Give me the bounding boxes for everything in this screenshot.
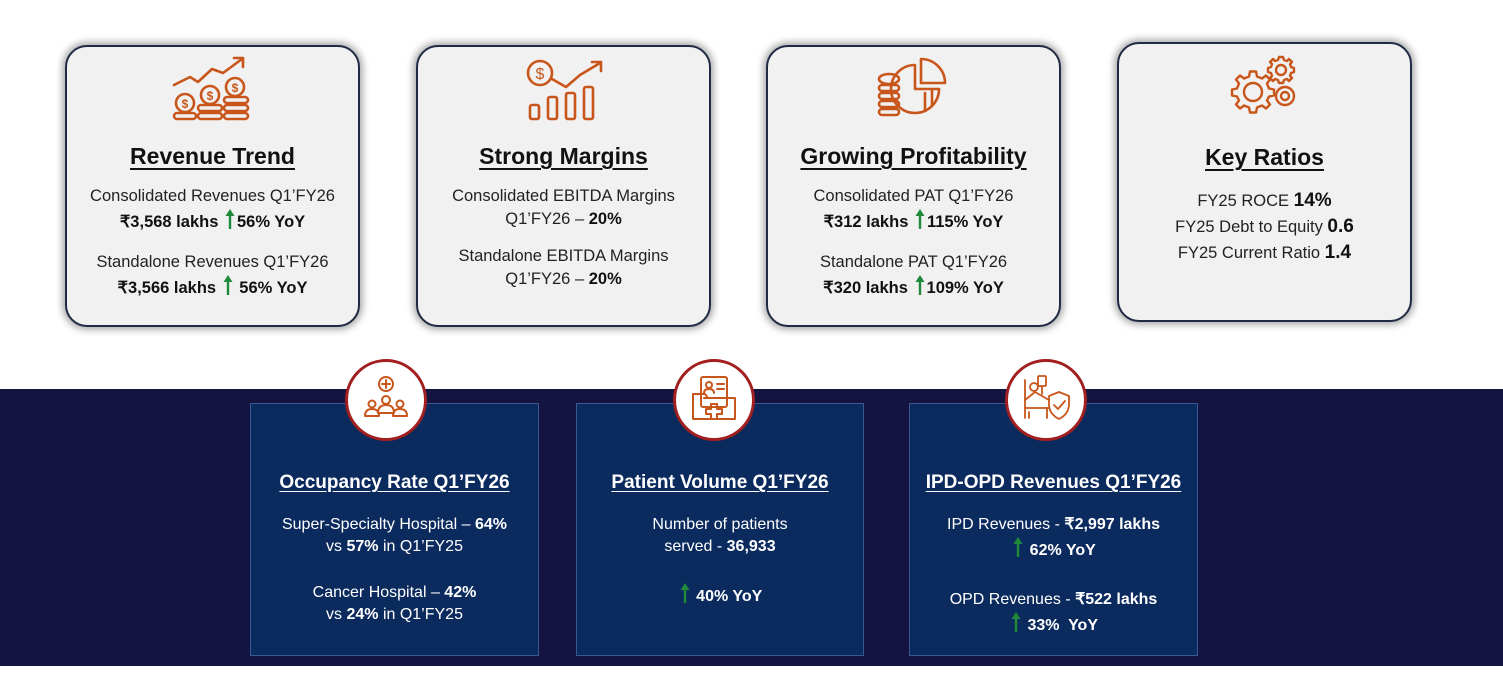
revenue-trend-card: $ $ $ Revenue Trend Consolidated Revenue… [65, 45, 360, 327]
panel-title: Occupancy Rate Q1’FY26 [279, 472, 510, 493]
ipd-opd-revenues-panel: IPD-OPD Revenues Q1’FY26 IPD Revenues - … [909, 403, 1198, 656]
key-ratios-card: Key Ratios FY25 ROCE 14% FY25 Debt to Eq… [1117, 42, 1412, 322]
comparison-suffix: in Q1’FY25 [382, 606, 463, 623]
metric-label: IPD Revenues - [947, 516, 1060, 533]
up-arrow-icon [1013, 536, 1023, 565]
hospital-bed-shield-icon [1019, 374, 1073, 427]
up-arrow-icon [915, 208, 925, 237]
card-title: Growing Profitability [800, 143, 1027, 169]
svg-text:$: $ [181, 97, 188, 111]
card-title: Key Ratios [1205, 144, 1324, 170]
metric-period: Q1’FY26 – [505, 270, 585, 288]
metric-label: OPD Revenues - [949, 591, 1071, 608]
svg-text:$: $ [535, 66, 544, 83]
ratio-value: 0.6 [1327, 216, 1354, 237]
revenue-growth-coins-icon: $ $ $ [168, 55, 258, 130]
metric-period: Q1’FY26 – [505, 210, 585, 228]
bottom-strip [0, 666, 1503, 687]
metric-change: 62% YoY [1029, 542, 1096, 559]
patient-record-icon-badge [673, 359, 755, 441]
occupancy-rate-panel: Occupancy Rate Q1’FY26 Super-Specialty H… [250, 403, 539, 656]
hospital-bed-icon-badge [1005, 359, 1087, 441]
medical-team-icon [362, 375, 410, 426]
metric-change: 109% YoY [926, 279, 1004, 297]
metric-label: Cancer Hospital – [312, 584, 440, 601]
metric-value: ₹3,568 lakhs [119, 213, 219, 231]
dollar-bar-chart-icon: $ [516, 55, 612, 130]
metric-label: Standalone Revenues Q1’FY26 [96, 253, 329, 271]
ratio-value: 1.4 [1324, 242, 1352, 263]
metric-change: 56% YoY [236, 213, 306, 231]
metric-label: Standalone EBITDA Margins [458, 247, 669, 265]
metric-value: ₹320 lakhs [823, 279, 908, 297]
up-arrow-icon [225, 208, 235, 237]
growing-profitability-card: Growing Profitability Consolidated PAT Q… [766, 45, 1061, 327]
metric-label: Consolidated EBITDA Margins [452, 187, 675, 205]
up-arrow-icon [680, 582, 690, 611]
coins-pie-chart-icon [869, 55, 959, 130]
metric-value: ₹312 lakhs [823, 213, 909, 231]
metric-label: Consolidated PAT Q1’FY26 [813, 187, 1014, 205]
ratio-label: FY25 Current Ratio [1177, 244, 1321, 262]
card-title: Strong Margins [479, 143, 648, 169]
ratio-label: FY25 Debt to Equity [1175, 218, 1323, 236]
svg-text:$: $ [231, 81, 238, 95]
metric-value: ₹2,997 lakhs [1064, 516, 1160, 533]
card-title: Revenue Trend [130, 143, 295, 169]
comparison-suffix: in Q1’FY25 [382, 538, 463, 555]
metric-value: 36,933 [726, 538, 776, 555]
comparison-value: 57% [346, 538, 379, 555]
svg-text:$: $ [206, 89, 213, 103]
panel-title: IPD-OPD Revenues Q1’FY26 [925, 472, 1182, 493]
ratio-value: 14% [1293, 190, 1332, 211]
metric-label: Number of patients [652, 516, 788, 533]
comparison-prefix: vs [326, 606, 342, 623]
metric-label: Standalone PAT Q1’FY26 [819, 253, 1008, 271]
medical-team-icon-badge [345, 359, 427, 441]
metric-change: 56% YoY [239, 279, 308, 297]
up-arrow-icon [1011, 611, 1021, 640]
comparison-prefix: vs [326, 538, 342, 555]
metric-change: 115% YoY [926, 213, 1004, 231]
patient-volume-panel: Patient Volume Q1’FY26 Number of patient… [576, 403, 864, 656]
up-arrow-icon [915, 274, 925, 303]
gears-icon [1225, 52, 1305, 127]
metric-value: ₹522 lakhs [1075, 591, 1158, 608]
metric-label: Super-Specialty Hospital – [281, 516, 471, 533]
strong-margins-card: $ Strong Margins Consolidated EBITDA Mar… [416, 45, 711, 327]
metric-value: 64% [474, 516, 508, 533]
up-arrow-icon [223, 274, 233, 303]
metric-value: 42% [444, 584, 477, 601]
metric-value: 20% [588, 210, 622, 228]
metric-change: 40% YoY [696, 588, 763, 605]
metric-label: served - [664, 538, 723, 555]
patient-record-folder-icon [689, 374, 739, 427]
metric-label: Consolidated Revenues Q1’FY26 [90, 187, 335, 205]
comparison-value: 24% [346, 606, 379, 623]
panel-title: Patient Volume Q1’FY26 [611, 472, 829, 493]
metric-value: 20% [588, 270, 622, 288]
metric-value: ₹3,566 lakhs [117, 279, 217, 297]
metric-change: 33% YoY [1027, 617, 1098, 634]
ratio-label: FY25 ROCE [1197, 192, 1290, 210]
